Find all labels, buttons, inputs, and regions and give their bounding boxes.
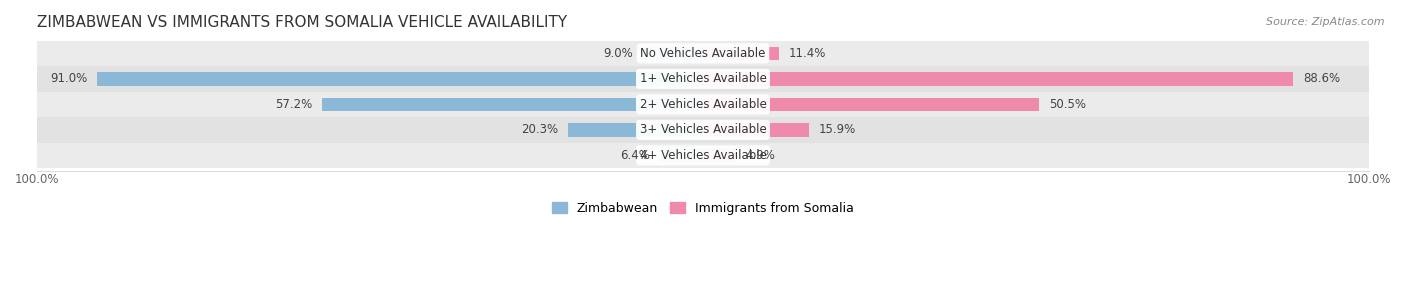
Bar: [703, 47, 779, 60]
Text: 15.9%: 15.9%: [818, 123, 856, 136]
Text: 57.2%: 57.2%: [276, 98, 312, 111]
Text: 11.4%: 11.4%: [789, 47, 827, 60]
Legend: Zimbabwean, Immigrants from Somalia: Zimbabwean, Immigrants from Somalia: [551, 202, 855, 215]
Text: 3+ Vehicles Available: 3+ Vehicles Available: [640, 123, 766, 136]
Bar: [703, 149, 735, 162]
Text: 50.5%: 50.5%: [1049, 98, 1087, 111]
Bar: [703, 72, 1294, 86]
Bar: [37, 117, 1369, 143]
Bar: [37, 41, 1369, 66]
Bar: [37, 66, 1369, 92]
Text: Source: ZipAtlas.com: Source: ZipAtlas.com: [1267, 17, 1385, 27]
Text: No Vehicles Available: No Vehicles Available: [640, 47, 766, 60]
Bar: [322, 98, 703, 111]
Text: 4+ Vehicles Available: 4+ Vehicles Available: [640, 149, 766, 162]
Text: 88.6%: 88.6%: [1303, 72, 1340, 86]
Bar: [703, 123, 808, 136]
Bar: [97, 72, 703, 86]
Text: 4.9%: 4.9%: [745, 149, 776, 162]
Text: 1+ Vehicles Available: 1+ Vehicles Available: [640, 72, 766, 86]
Text: 6.4%: 6.4%: [620, 149, 651, 162]
Bar: [37, 92, 1369, 117]
Bar: [703, 98, 1039, 111]
Text: 91.0%: 91.0%: [51, 72, 87, 86]
Bar: [643, 47, 703, 60]
Text: 9.0%: 9.0%: [603, 47, 633, 60]
Text: 2+ Vehicles Available: 2+ Vehicles Available: [640, 98, 766, 111]
Text: ZIMBABWEAN VS IMMIGRANTS FROM SOMALIA VEHICLE AVAILABILITY: ZIMBABWEAN VS IMMIGRANTS FROM SOMALIA VE…: [37, 15, 568, 30]
Bar: [37, 143, 1369, 168]
Text: 20.3%: 20.3%: [520, 123, 558, 136]
Bar: [661, 149, 703, 162]
Bar: [568, 123, 703, 136]
